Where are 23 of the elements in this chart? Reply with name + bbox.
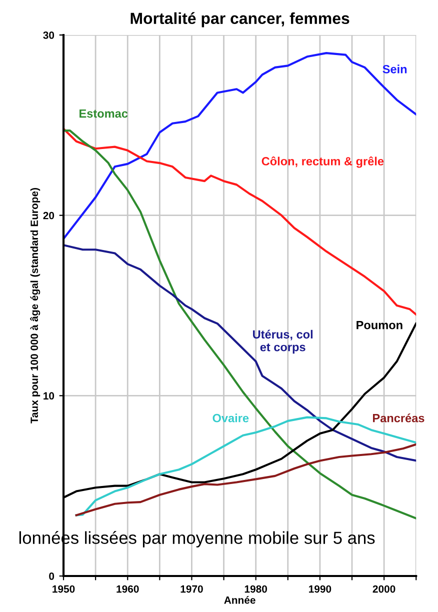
series-label: Ovaire <box>212 414 249 422</box>
series-label: Sein <box>382 64 407 74</box>
chart-title: Mortalité par cancer, femmes <box>130 12 350 28</box>
y-tick-label: 30 <box>43 32 54 39</box>
y-tick-label: 0 <box>49 572 54 580</box>
x-tick-label: 1990 <box>309 585 332 593</box>
x-tick-label: 2000 <box>372 585 396 593</box>
series-label: Pancréas <box>373 414 424 422</box>
line-series <box>75 443 416 516</box>
y-tick-label: 10 <box>44 392 54 400</box>
text: Côlon, rectum & grêle <box>262 156 384 168</box>
series-label: Utérus, col et corps <box>253 330 312 354</box>
x-tick-label: 1980 <box>244 585 267 593</box>
x-axis-title: Année <box>224 596 256 604</box>
x-tick-label: 1970 <box>180 585 203 593</box>
line-series <box>64 52 416 240</box>
series-label: Poumon <box>356 321 402 330</box>
x-tick-label: 1950 <box>52 585 75 593</box>
y-tick-label: 20 <box>43 212 54 220</box>
series-label: Estomac <box>80 109 128 118</box>
y-axis-title: Taux pour 100 000 à âge égal (standard Europe) <box>30 188 40 424</box>
line-series <box>64 128 416 316</box>
x-tick-label: 1960 <box>116 585 139 593</box>
